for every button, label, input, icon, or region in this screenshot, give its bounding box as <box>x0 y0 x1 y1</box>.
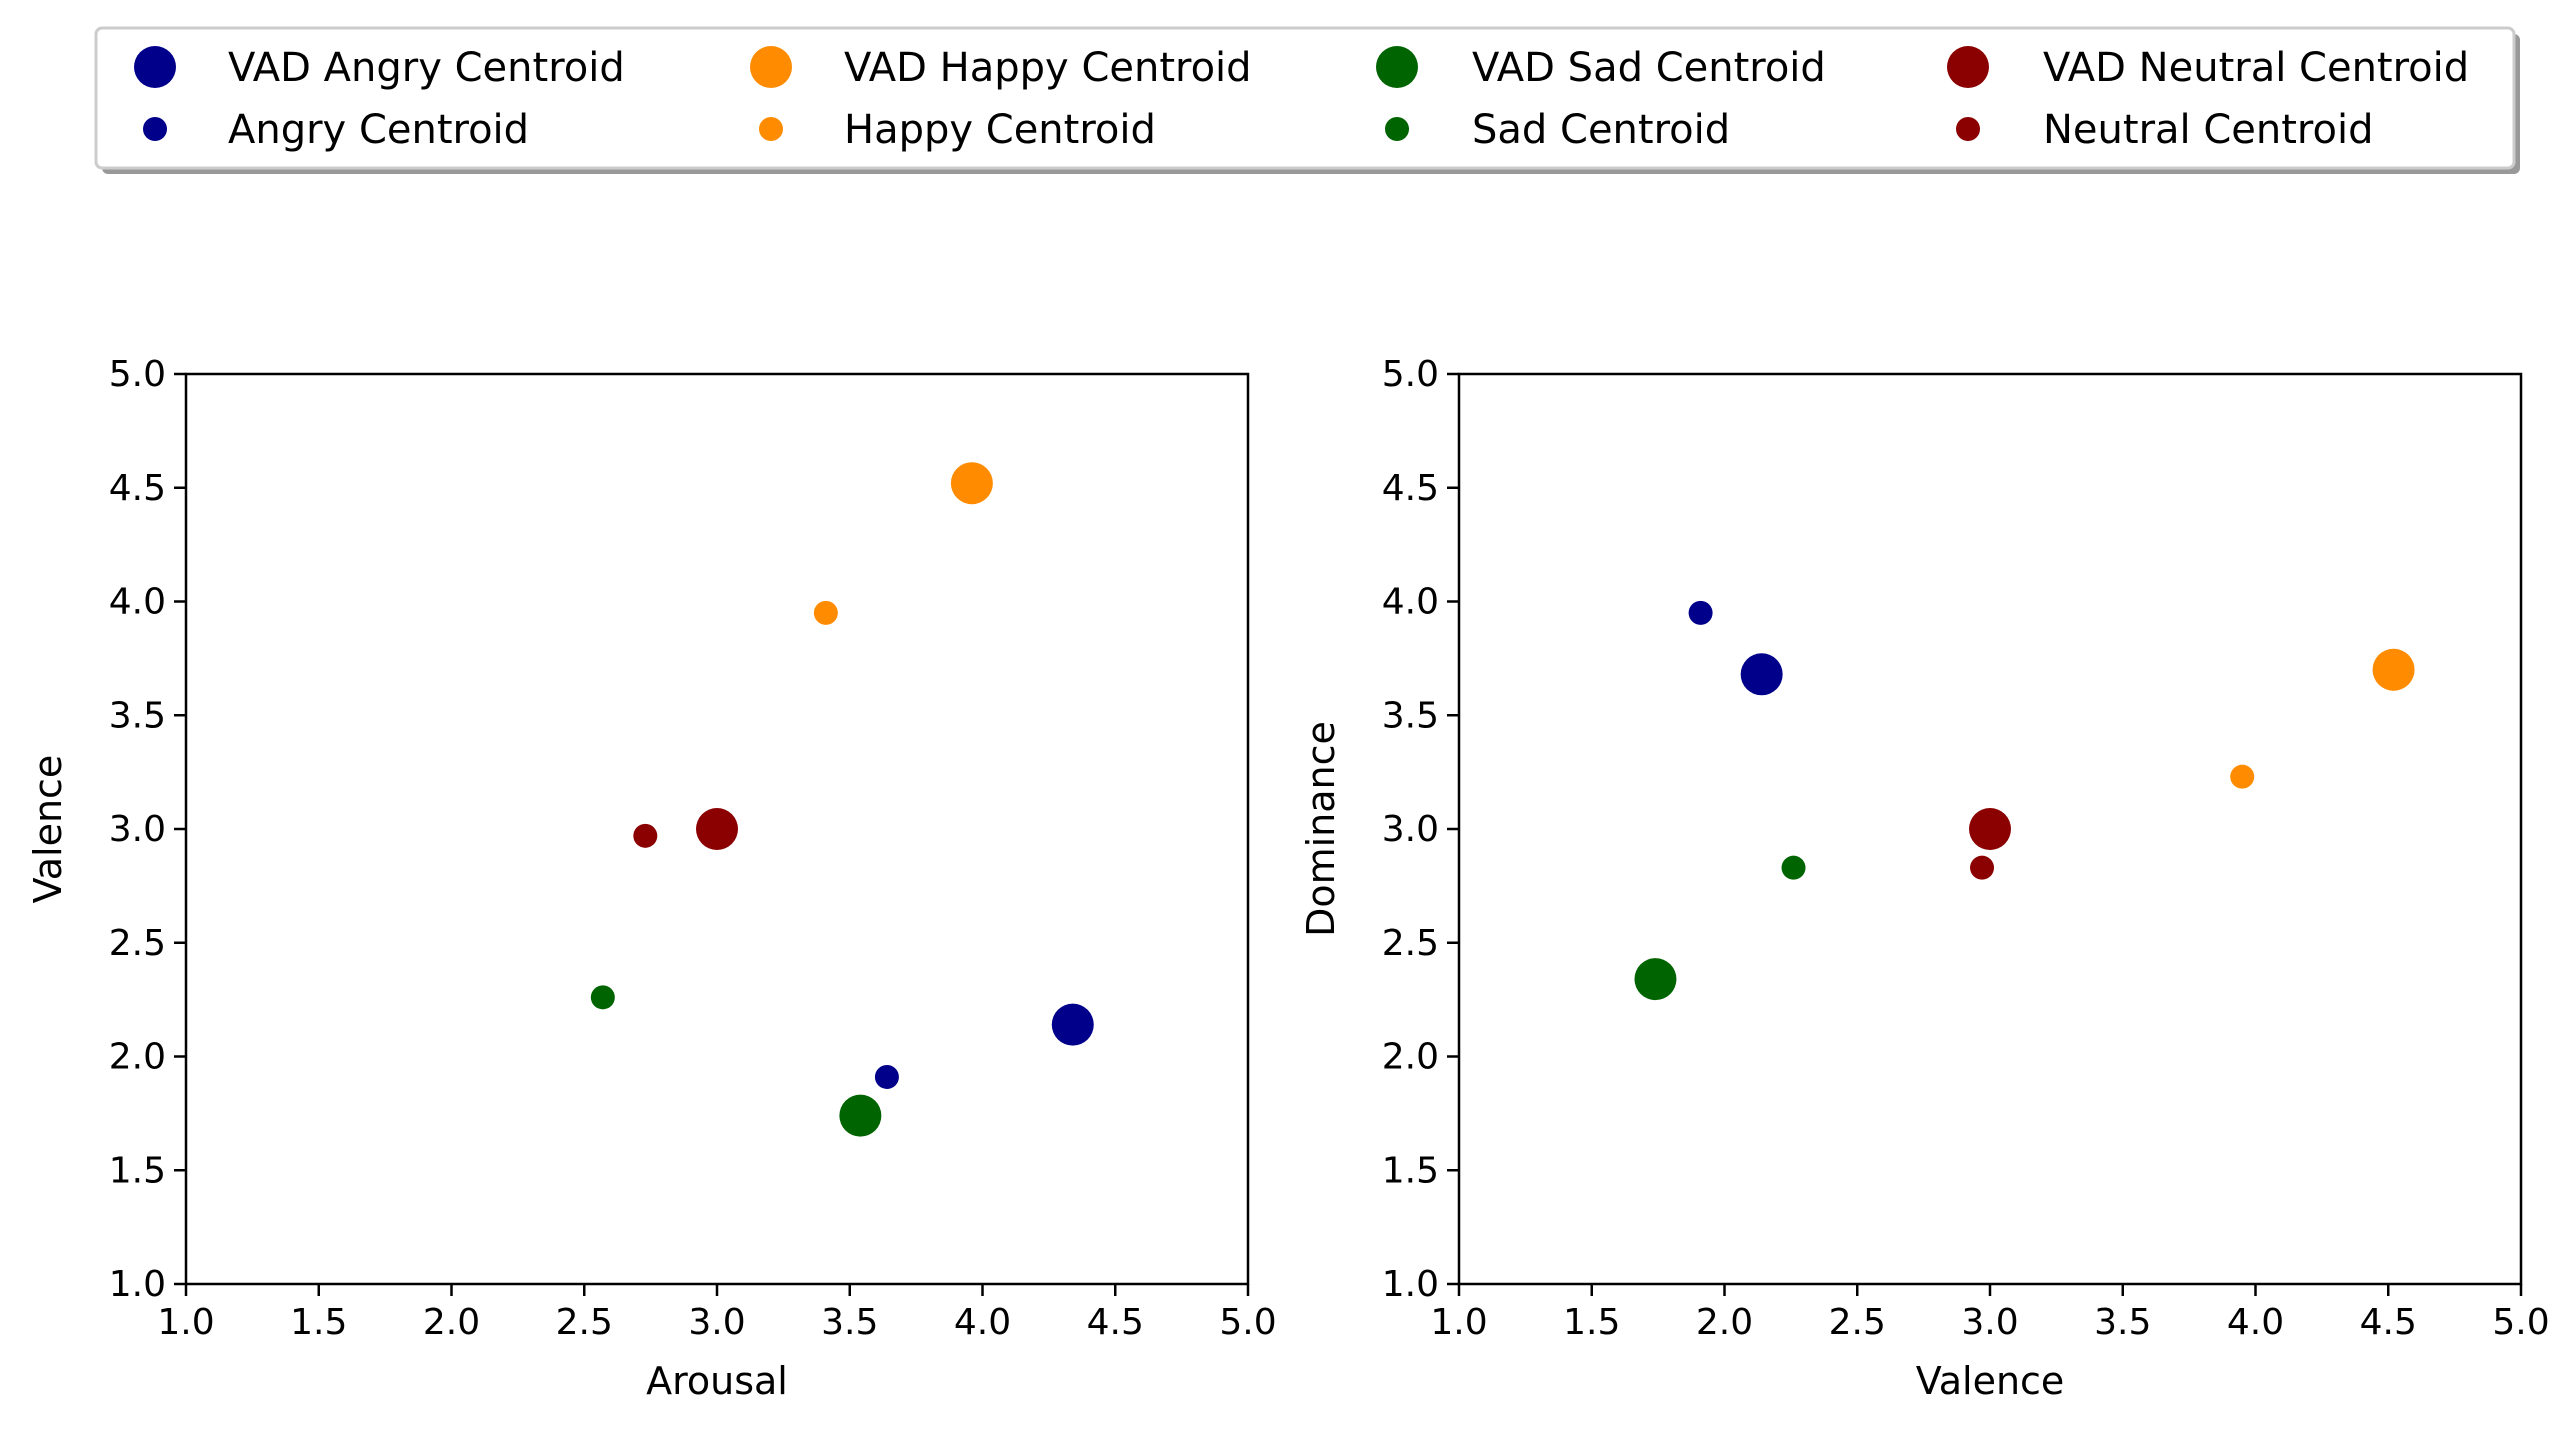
y-tick-label: 4.0 <box>1382 582 1439 623</box>
legend: VAD Angry Centroid VAD Happy Centroid VAD … <box>94 26 2520 174</box>
legend-label-neutral-centroid: Neutral Centroid <box>2043 107 2373 153</box>
point-vad-happy-centroid <box>950 462 993 505</box>
plot-valence-dominance: 1.0 1.5 2.0 2.5 3.0 3.5 4.0 4.5 5.0 1.0 1.5 2.0 2.5 3… <box>1299 354 2550 1403</box>
point-vad-sad-centroid <box>1634 958 1677 1001</box>
y-tick-label: 5.0 <box>109 354 166 395</box>
x-tick-label: 2.5 <box>1829 1302 1886 1343</box>
y-tick-label: 1.5 <box>1382 1150 1439 1191</box>
point-sad-centroid <box>590 985 615 1010</box>
legend-marker-vad-angry-centroid <box>134 46 176 88</box>
y-tick-label: 4.0 <box>109 582 166 623</box>
point-vad-sad-centroid <box>839 1094 882 1137</box>
y-tick-label: 1.0 <box>1382 1264 1439 1305</box>
legend-label-vad-neutral-centroid: VAD Neutral Centroid <box>2043 45 2469 91</box>
x-tick-label: 1.5 <box>1563 1302 1620 1343</box>
point-happy-centroid <box>813 600 838 625</box>
point-vad-angry-centroid <box>1740 653 1783 696</box>
x-tick-label: 3.0 <box>1961 1302 2018 1343</box>
x-tick-label: 2.0 <box>1696 1302 1753 1343</box>
x-tick-label: 1.5 <box>290 1302 347 1343</box>
legend-marker-sad-centroid <box>1385 117 1409 141</box>
x-tick-label: 2.0 <box>423 1302 480 1343</box>
point-neutral-centroid <box>633 823 658 848</box>
x-tick-label: 4.5 <box>2360 1302 2417 1343</box>
y-tick-label: 3.5 <box>109 695 166 736</box>
y-tick-label: 5.0 <box>1382 354 1439 395</box>
x-axis-label: Arousal <box>646 1359 788 1403</box>
x-tick-label: 1.0 <box>1430 1302 1487 1343</box>
x-tick-label: 1.0 <box>157 1302 214 1343</box>
x-tick-label: 4.5 <box>1087 1302 1144 1343</box>
x-tick-label: 2.5 <box>556 1302 613 1343</box>
y-axis-label: Dominance <box>1299 721 1343 937</box>
legend-label-happy-centroid: Happy Centroid <box>844 107 1156 153</box>
x-tick-label: 5.0 <box>1219 1302 1276 1343</box>
x-tick-label: 3.5 <box>2094 1302 2151 1343</box>
point-vad-neutral-centroid <box>1969 808 2011 850</box>
y-tick-label: 2.0 <box>1382 1037 1439 1078</box>
legend-marker-vad-neutral-centroid <box>1947 46 1989 88</box>
legend-marker-angry-centroid <box>143 117 167 141</box>
legend-label-vad-angry-centroid: VAD Angry Centroid <box>228 45 625 91</box>
legend-marker-vad-sad-centroid <box>1376 46 1418 88</box>
point-vad-happy-centroid <box>2372 648 2415 691</box>
y-tick-label: 1.5 <box>109 1150 166 1191</box>
legend-marker-happy-centroid <box>759 117 783 141</box>
x-tick-label: 4.0 <box>2227 1302 2284 1343</box>
y-tick-label: 4.5 <box>109 468 166 509</box>
point-angry-centroid <box>874 1064 899 1089</box>
legend-label-vad-happy-centroid: VAD Happy Centroid <box>844 45 1252 91</box>
point-angry-centroid <box>1688 600 1713 625</box>
legend-marker-vad-happy-centroid <box>750 46 792 88</box>
y-tick-label: 2.5 <box>109 923 166 964</box>
plot-arousal-valence: 1.0 1.5 2.0 2.5 3.0 3.5 4.0 4.5 5.0 1.0 1.5 2.0 2.5 3… <box>26 354 1277 1403</box>
point-vad-neutral-centroid <box>696 808 738 850</box>
y-tick-label: 2.0 <box>109 1037 166 1078</box>
legend-frame <box>94 26 2516 170</box>
point-sad-centroid <box>1781 855 1806 880</box>
x-axis-label: Valence <box>1916 1359 2065 1403</box>
x-tick-label: 4.0 <box>954 1302 1011 1343</box>
y-axis-label: Valence <box>26 755 70 904</box>
y-tick-label: 3.0 <box>1382 809 1439 850</box>
legend-marker-neutral-centroid <box>1956 117 1980 141</box>
legend-label-vad-sad-centroid: VAD Sad Centroid <box>1472 45 1826 91</box>
y-tick-label: 3.0 <box>109 809 166 850</box>
point-neutral-centroid <box>1970 855 1995 880</box>
y-tick-label: 4.5 <box>1382 468 1439 509</box>
x-tick-label: 3.5 <box>821 1302 878 1343</box>
x-tick-label: 3.0 <box>688 1302 745 1343</box>
y-tick-label: 3.5 <box>1382 695 1439 736</box>
point-happy-centroid <box>2230 764 2255 789</box>
y-tick-label: 2.5 <box>1382 923 1439 964</box>
point-vad-angry-centroid <box>1051 1003 1094 1046</box>
x-tick-label: 5.0 <box>2492 1302 2549 1343</box>
y-tick-label: 1.0 <box>109 1264 166 1305</box>
legend-label-angry-centroid: Angry Centroid <box>228 107 529 153</box>
legend-label-sad-centroid: Sad Centroid <box>1472 107 1730 153</box>
